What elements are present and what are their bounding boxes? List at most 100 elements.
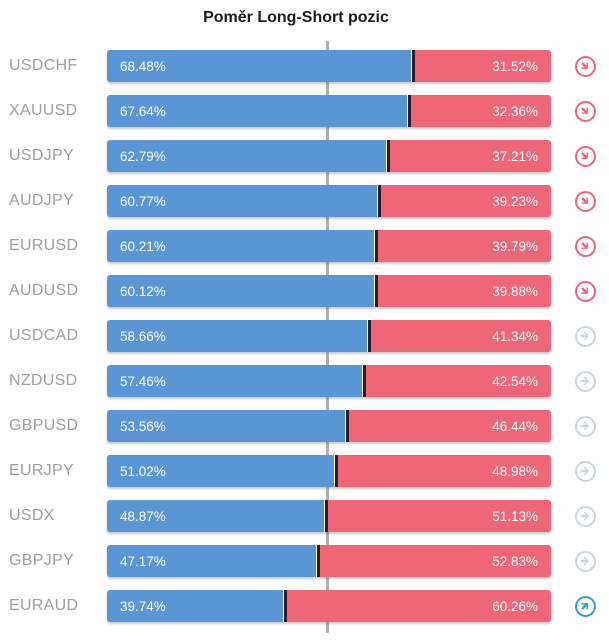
bar-divider	[283, 590, 288, 622]
long-short-bar: 47.17% 52.83%	[107, 545, 551, 577]
arrow-up-right-icon	[574, 595, 596, 617]
short-bar-segment: 37.21%	[389, 140, 551, 172]
arrow-right-icon	[574, 550, 596, 572]
ratio-row: AUDUSD 60.12% 39.88%	[0, 275, 609, 320]
trend-icon-cell	[551, 185, 609, 217]
long-short-bar: 60.21% 39.79%	[107, 230, 551, 262]
short-percent-label: 51.13%	[492, 508, 538, 524]
symbol-label: USDX	[9, 507, 55, 524]
trend-icon-cell	[551, 500, 609, 532]
short-percent-label: 32.36%	[492, 103, 538, 119]
trend-icon-cell	[551, 455, 609, 487]
ratio-row: USDCAD 58.66% 41.34%	[0, 320, 609, 365]
long-short-bar: 60.77% 39.23%	[107, 185, 551, 217]
symbol-label: USDJPY	[9, 147, 74, 164]
symbol-label: AUDJPY	[9, 192, 74, 209]
short-percent-label: 41.34%	[492, 328, 538, 344]
bar-divider	[385, 140, 390, 172]
short-percent-label: 37.21%	[492, 148, 538, 164]
rows-container: USDCHF 68.48% 31.52% XAUUSD 67.64%	[0, 50, 609, 635]
ratio-row: EURAUD 39.74% 60.26%	[0, 590, 609, 635]
long-bar-segment: 67.64%	[107, 95, 408, 127]
short-bar-segment: 52.83%	[320, 545, 551, 577]
ratio-row: USDJPY 62.79% 37.21%	[0, 140, 609, 185]
bar-divider	[407, 95, 412, 127]
ratio-row: USDX 48.87% 51.13%	[0, 500, 609, 545]
long-short-bar: 58.66% 41.34%	[107, 320, 551, 352]
trend-icon-cell	[551, 230, 609, 262]
short-percent-label: 46.44%	[492, 418, 538, 434]
bar-divider	[411, 50, 416, 82]
long-short-bar: 67.64% 32.36%	[107, 95, 551, 127]
trend-icon-cell	[551, 590, 609, 622]
long-percent-label: 67.64%	[120, 103, 166, 119]
long-percent-label: 68.48%	[120, 58, 166, 74]
short-percent-label: 42.54%	[492, 373, 538, 389]
long-percent-label: 51.02%	[120, 463, 166, 479]
short-bar-segment: 51.13%	[327, 500, 551, 532]
long-percent-label: 58.66%	[120, 328, 166, 344]
long-percent-label: 39.74%	[120, 598, 166, 614]
long-bar-segment: 68.48%	[107, 50, 412, 82]
short-bar-segment: 32.36%	[411, 95, 551, 127]
arrow-down-right-icon	[574, 55, 596, 77]
arrow-right-icon	[574, 415, 596, 437]
short-percent-label: 31.52%	[492, 58, 538, 74]
bar-divider	[376, 185, 381, 217]
trend-icon-cell	[551, 410, 609, 442]
symbol-label: USDCHF	[9, 57, 78, 74]
long-bar-segment: 58.66%	[107, 320, 368, 352]
long-percent-label: 62.79%	[120, 148, 166, 164]
long-percent-label: 53.56%	[120, 418, 166, 434]
chart-title: Poměr Long-Short pozic	[203, 9, 389, 26]
bar-divider	[323, 500, 328, 532]
long-bar-segment: 60.21%	[107, 230, 375, 262]
short-bar-segment: 60.26%	[287, 590, 551, 622]
arrow-down-right-icon	[574, 280, 596, 302]
symbol-label: EURJPY	[9, 462, 74, 479]
ratio-row: NZDUSD 57.46% 42.54%	[0, 365, 609, 410]
long-short-bar: 53.56% 46.44%	[107, 410, 551, 442]
short-percent-label: 39.23%	[492, 193, 538, 209]
short-percent-label: 52.83%	[492, 553, 538, 569]
long-short-bar: 48.87% 51.13%	[107, 500, 551, 532]
short-bar-segment: 31.52%	[415, 50, 551, 82]
ratio-row: GBPUSD 53.56% 46.44%	[0, 410, 609, 455]
short-bar-segment: 39.23%	[380, 185, 551, 217]
short-percent-label: 39.88%	[492, 283, 538, 299]
trend-icon-cell	[551, 545, 609, 577]
ratio-row: EURUSD 60.21% 39.79%	[0, 230, 609, 275]
bar-divider	[374, 230, 379, 262]
trend-icon-cell	[551, 140, 609, 172]
symbol-label: EURAUD	[9, 597, 79, 614]
long-bar-segment: 47.17%	[107, 545, 317, 577]
ratio-row: GBPJPY 47.17% 52.83%	[0, 545, 609, 590]
long-bar-segment: 60.12%	[107, 275, 374, 307]
symbol-label: NZDUSD	[9, 372, 78, 389]
arrow-down-right-icon	[574, 100, 596, 122]
arrow-right-icon	[574, 370, 596, 392]
symbol-label: USDCAD	[9, 327, 79, 344]
long-short-bar: 60.12% 39.88%	[107, 275, 551, 307]
long-bar-segment: 51.02%	[107, 455, 334, 487]
symbol-label: GBPUSD	[9, 417, 79, 434]
ratio-row: AUDJPY 60.77% 39.23%	[0, 185, 609, 230]
symbol-label: AUDUSD	[9, 282, 79, 299]
short-percent-label: 60.26%	[492, 598, 538, 614]
short-bar-segment: 42.54%	[366, 365, 551, 397]
long-bar-segment: 62.79%	[107, 140, 386, 172]
arrow-right-icon	[574, 505, 596, 527]
trend-icon-cell	[551, 50, 609, 82]
arrow-down-right-icon	[574, 235, 596, 257]
long-short-bar: 62.79% 37.21%	[107, 140, 551, 172]
short-bar-segment: 41.34%	[371, 320, 551, 352]
long-short-bar: 57.46% 42.54%	[107, 365, 551, 397]
long-bar-segment: 39.74%	[107, 590, 284, 622]
trend-icon-cell	[551, 95, 609, 127]
long-percent-label: 60.12%	[120, 283, 166, 299]
arrow-right-icon	[574, 460, 596, 482]
short-bar-segment: 39.88%	[377, 275, 551, 307]
long-short-bar: 51.02% 48.98%	[107, 455, 551, 487]
ratio-row: USDCHF 68.48% 31.52%	[0, 50, 609, 95]
